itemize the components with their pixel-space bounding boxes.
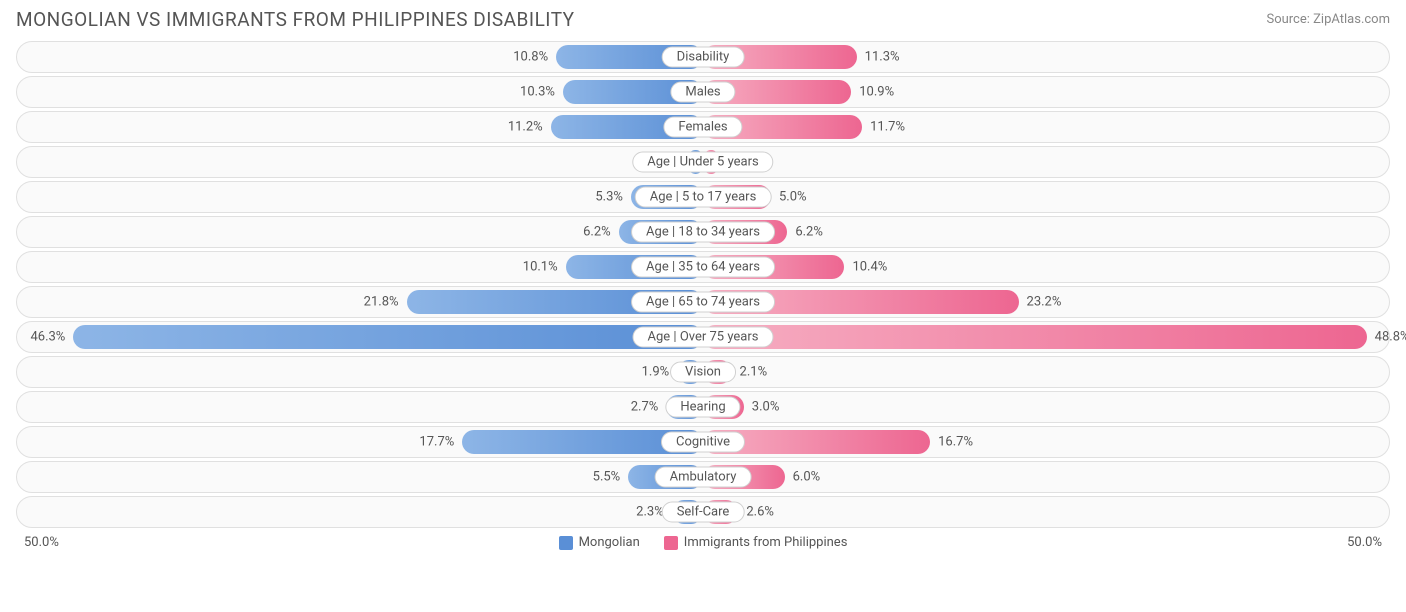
- chart-row: 46.3%48.8%Age | Over 75 years: [16, 321, 1390, 353]
- category-label: Age | 18 to 34 years: [631, 222, 775, 243]
- chart-row: 10.3% 10.9% Males: [16, 76, 1390, 108]
- category-label: Vision: [670, 362, 736, 383]
- axis-left-max: 50.0%: [24, 535, 59, 550]
- value-label-right: 2.1%: [740, 365, 768, 380]
- value-label-right: 5.0%: [779, 190, 807, 205]
- legend-swatch-left: [559, 536, 573, 550]
- value-label-left: 46.3%: [30, 330, 65, 345]
- axis-right-max: 50.0%: [1347, 535, 1382, 550]
- bar-left: [73, 325, 703, 349]
- value-label-right: 2.6%: [746, 505, 774, 520]
- value-label-right: 6.2%: [795, 225, 823, 240]
- category-label: Males: [670, 82, 735, 103]
- value-label-right: 48.8%: [1375, 330, 1406, 345]
- value-label-left: 5.5%: [593, 470, 621, 485]
- chart-row: 5.3% 5.0% Age | 5 to 17 years: [16, 181, 1390, 213]
- value-label-right: 3.0%: [752, 400, 780, 415]
- category-label: Age | 65 to 74 years: [631, 292, 775, 313]
- category-label: Age | 35 to 64 years: [631, 257, 775, 278]
- value-label-right: 6.0%: [793, 470, 821, 485]
- value-label-left: 21.8%: [364, 295, 399, 310]
- value-label-left: 1.9%: [642, 365, 670, 380]
- chart-row: 1.1%1.2%Age | Under 5 years: [16, 146, 1390, 178]
- value-label-right: 10.4%: [852, 260, 887, 275]
- value-label-left: 10.3%: [520, 85, 555, 100]
- value-label-right: 11.3%: [865, 50, 900, 65]
- chart-row: 6.2% 6.2% Age | 18 to 34 years: [16, 216, 1390, 248]
- legend-label-left: Mongolian: [579, 535, 640, 550]
- value-label-left: 11.2%: [508, 120, 543, 135]
- legend-item-right: Immigrants from Philippines: [664, 535, 848, 550]
- value-label-right: 10.9%: [859, 85, 894, 100]
- legend-label-right: Immigrants from Philippines: [684, 535, 848, 550]
- value-label-left: 2.7%: [631, 400, 659, 415]
- chart-row: 17.7% 16.7% Cognitive: [16, 426, 1390, 458]
- category-label: Age | Under 5 years: [632, 152, 773, 173]
- value-label-right: 11.7%: [870, 120, 905, 135]
- chart-row: 1.9% 2.1% Vision: [16, 356, 1390, 388]
- legend: Mongolian Immigrants from Philippines: [559, 535, 848, 550]
- chart-row: 10.1% 10.4% Age | 35 to 64 years: [16, 251, 1390, 283]
- value-label-left: 10.8%: [513, 50, 548, 65]
- value-label-left: 5.3%: [595, 190, 623, 205]
- bar-right: [703, 325, 1367, 349]
- legend-swatch-right: [664, 536, 678, 550]
- chart-row: 2.7% 3.0% Hearing: [16, 391, 1390, 423]
- category-label: Ambulatory: [655, 467, 752, 488]
- category-label: Age | 5 to 17 years: [635, 187, 772, 208]
- chart-row: 2.3% 2.6%Self-Care: [16, 496, 1390, 528]
- category-label: Hearing: [665, 397, 740, 418]
- category-label: Cognitive: [661, 432, 745, 453]
- chart-title: MONGOLIAN VS IMMIGRANTS FROM PHILIPPINES…: [16, 8, 575, 31]
- chart-row: 21.8% 23.2% Age | 65 to 74 years: [16, 286, 1390, 318]
- category-label: Self-Care: [662, 502, 745, 523]
- legend-item-left: Mongolian: [559, 535, 640, 550]
- value-label-left: 2.3%: [636, 505, 664, 520]
- category-label: Disability: [662, 47, 745, 68]
- value-label-right: 23.2%: [1027, 295, 1062, 310]
- category-label: Females: [663, 117, 742, 138]
- chart-row: 10.8% 11.3% Disability: [16, 41, 1390, 73]
- value-label-left: 17.7%: [419, 435, 454, 450]
- value-label-right: 16.7%: [938, 435, 973, 450]
- chart-row: 5.5% 6.0% Ambulatory: [16, 461, 1390, 493]
- chart-source: Source: ZipAtlas.com: [1266, 12, 1390, 27]
- chart-row: 11.2% 11.7% Females: [16, 111, 1390, 143]
- chart-body: 10.8% 11.3% Disability 10.3% 10.9% Males 11.2%…: [0, 35, 1406, 528]
- value-label-left: 6.2%: [583, 225, 611, 240]
- category-label: Age | Over 75 years: [633, 327, 774, 348]
- value-label-left: 10.1%: [523, 260, 558, 275]
